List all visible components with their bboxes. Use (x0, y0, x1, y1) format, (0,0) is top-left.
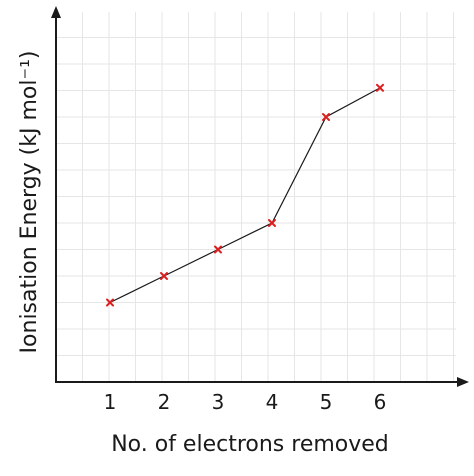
x-axis-arrowhead (457, 377, 469, 387)
grid (56, 12, 456, 382)
x-tick-label-4: 4 (266, 390, 279, 414)
x-tick-labels: 1 2 3 4 5 6 (104, 390, 387, 414)
data-point-6 (376, 83, 384, 92)
x-tick-label-5: 5 (320, 390, 333, 414)
data-point-1 (106, 298, 114, 307)
data-point-3 (214, 245, 222, 254)
y-axis-label: Ionisation Energy (kJ mol⁻¹) (17, 51, 42, 354)
data-point-4 (268, 219, 276, 227)
x-tick-label-3: 3 (212, 390, 225, 414)
x-tick-label-2: 2 (158, 390, 171, 414)
x-tick-label-1: 1 (104, 390, 117, 414)
data-point-markers (106, 83, 384, 307)
data-point-5 (322, 113, 330, 121)
x-axis-label: No. of electrons removed (111, 432, 389, 457)
data-point-2 (160, 272, 168, 280)
x-tick-label-6: 6 (374, 390, 387, 414)
y-axis-arrowhead (51, 6, 61, 18)
series-line (109, 87, 381, 304)
